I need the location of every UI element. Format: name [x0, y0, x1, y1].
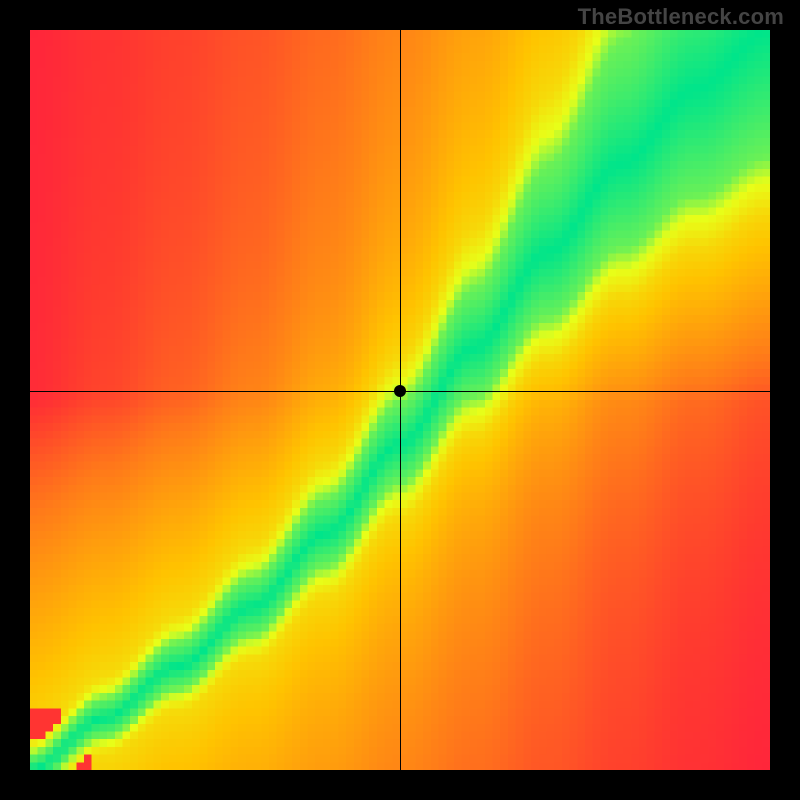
figure-root: TheBottleneck.com — [0, 0, 800, 800]
selection-marker-dot — [394, 385, 406, 397]
plot-area — [30, 30, 770, 770]
watermark-text: TheBottleneck.com — [578, 4, 784, 30]
crosshair-vertical — [400, 30, 401, 770]
